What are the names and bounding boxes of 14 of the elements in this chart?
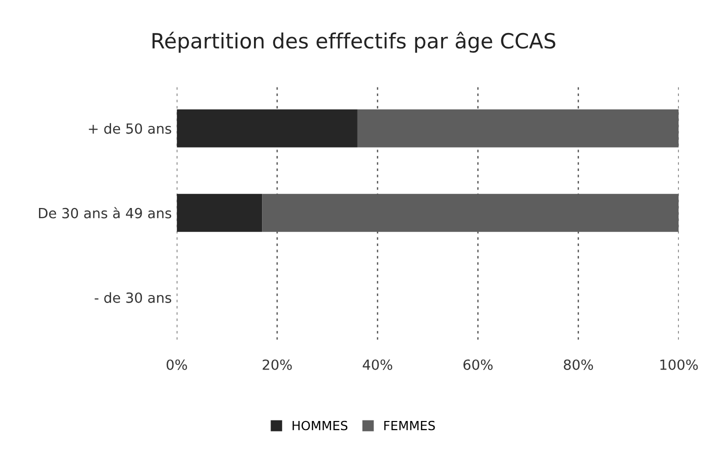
x-tick-label: 100% [660, 359, 698, 370]
bar [176, 109, 358, 148]
x-tick-label: 80% [564, 359, 593, 370]
x-tick-label: 0% [166, 359, 187, 370]
y-tick-label: - de 30 ans [94, 292, 172, 303]
bar [176, 194, 262, 232]
chart-title: Répartition des efffectifs par âge CCAS [152, 32, 556, 53]
legend-label: HOMMES [292, 420, 348, 430]
y-tick-label: De 30 ans à 49 ans [38, 207, 172, 218]
x-tick-label: 60% [463, 359, 493, 370]
x-tick-label: 40% [362, 359, 392, 370]
legend-label: FEMMES [384, 420, 435, 430]
y-tick-label: + de 50 ans [88, 123, 172, 134]
x-tick-label: 20% [262, 359, 292, 370]
